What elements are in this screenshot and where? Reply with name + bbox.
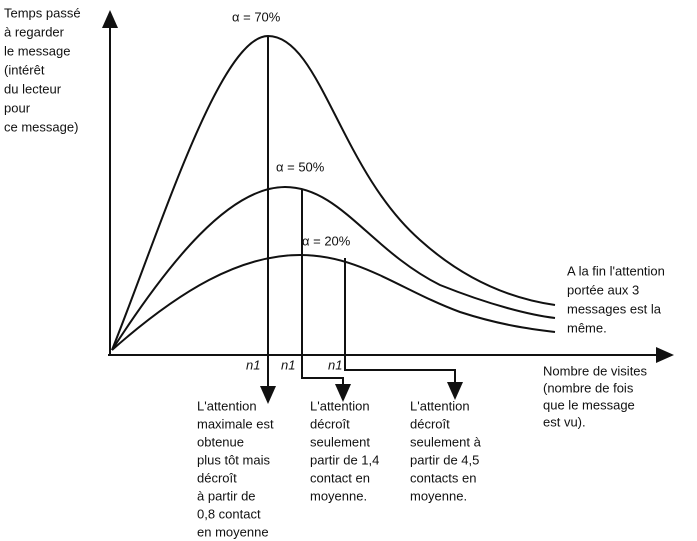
curve-20 <box>111 253 556 351</box>
x-axis-label: que le message <box>543 397 635 412</box>
note: seulement à <box>410 434 482 449</box>
drop-line <box>344 258 463 400</box>
note: en moyenne <box>197 524 269 539</box>
n-label: n1 <box>328 357 342 372</box>
drop-line <box>301 190 351 402</box>
x-axis-label: est vu). <box>543 414 586 429</box>
curve-label: α = 50% <box>276 159 325 174</box>
n-label: n1 <box>246 357 260 372</box>
note: plus tôt mais <box>197 452 270 467</box>
y-axis-label: le message <box>4 43 70 58</box>
note: L'attention <box>197 398 257 413</box>
x-axis-label: (nombre de fois <box>543 380 634 395</box>
note: obtenue <box>197 434 244 449</box>
end-note: même. <box>567 320 607 335</box>
end-note: A la fin l'attention <box>567 263 665 278</box>
n-label: n1 <box>281 357 295 372</box>
note: partir de 4,5 <box>410 452 479 467</box>
y-axis-label: (intérêt <box>4 62 45 77</box>
end-note: messages est la <box>567 301 662 316</box>
note: à partir de <box>197 488 256 503</box>
y-axis-label: ce message) <box>4 119 78 134</box>
end-note: portée aux 3 <box>567 282 639 297</box>
note: décroît <box>197 470 237 485</box>
note: contact en <box>310 470 370 485</box>
note: décroît <box>410 416 450 431</box>
note: moyenne. <box>410 488 467 503</box>
y-axis-label: du lecteur <box>4 81 62 96</box>
note: contacts en <box>410 470 477 485</box>
y-axis-label: Temps passé <box>4 5 81 20</box>
curve-label: α = 20% <box>302 233 351 248</box>
note: décroît <box>310 416 350 431</box>
curve-50 <box>111 185 556 351</box>
curve-label: α = 70% <box>232 9 281 24</box>
curve-70 <box>111 34 556 351</box>
note: L'attention <box>310 398 370 413</box>
y-axis-label: à regarder <box>4 24 65 39</box>
note: partir de 1,4 <box>310 452 379 467</box>
note: L'attention <box>410 398 470 413</box>
y-axis-label: pour <box>4 100 31 115</box>
note: moyenne. <box>310 488 367 503</box>
note: seulement <box>310 434 370 449</box>
x-axis-label: Nombre de visites <box>543 363 648 378</box>
note: maximale est <box>197 416 274 431</box>
note: 0,8 contact <box>197 506 261 521</box>
